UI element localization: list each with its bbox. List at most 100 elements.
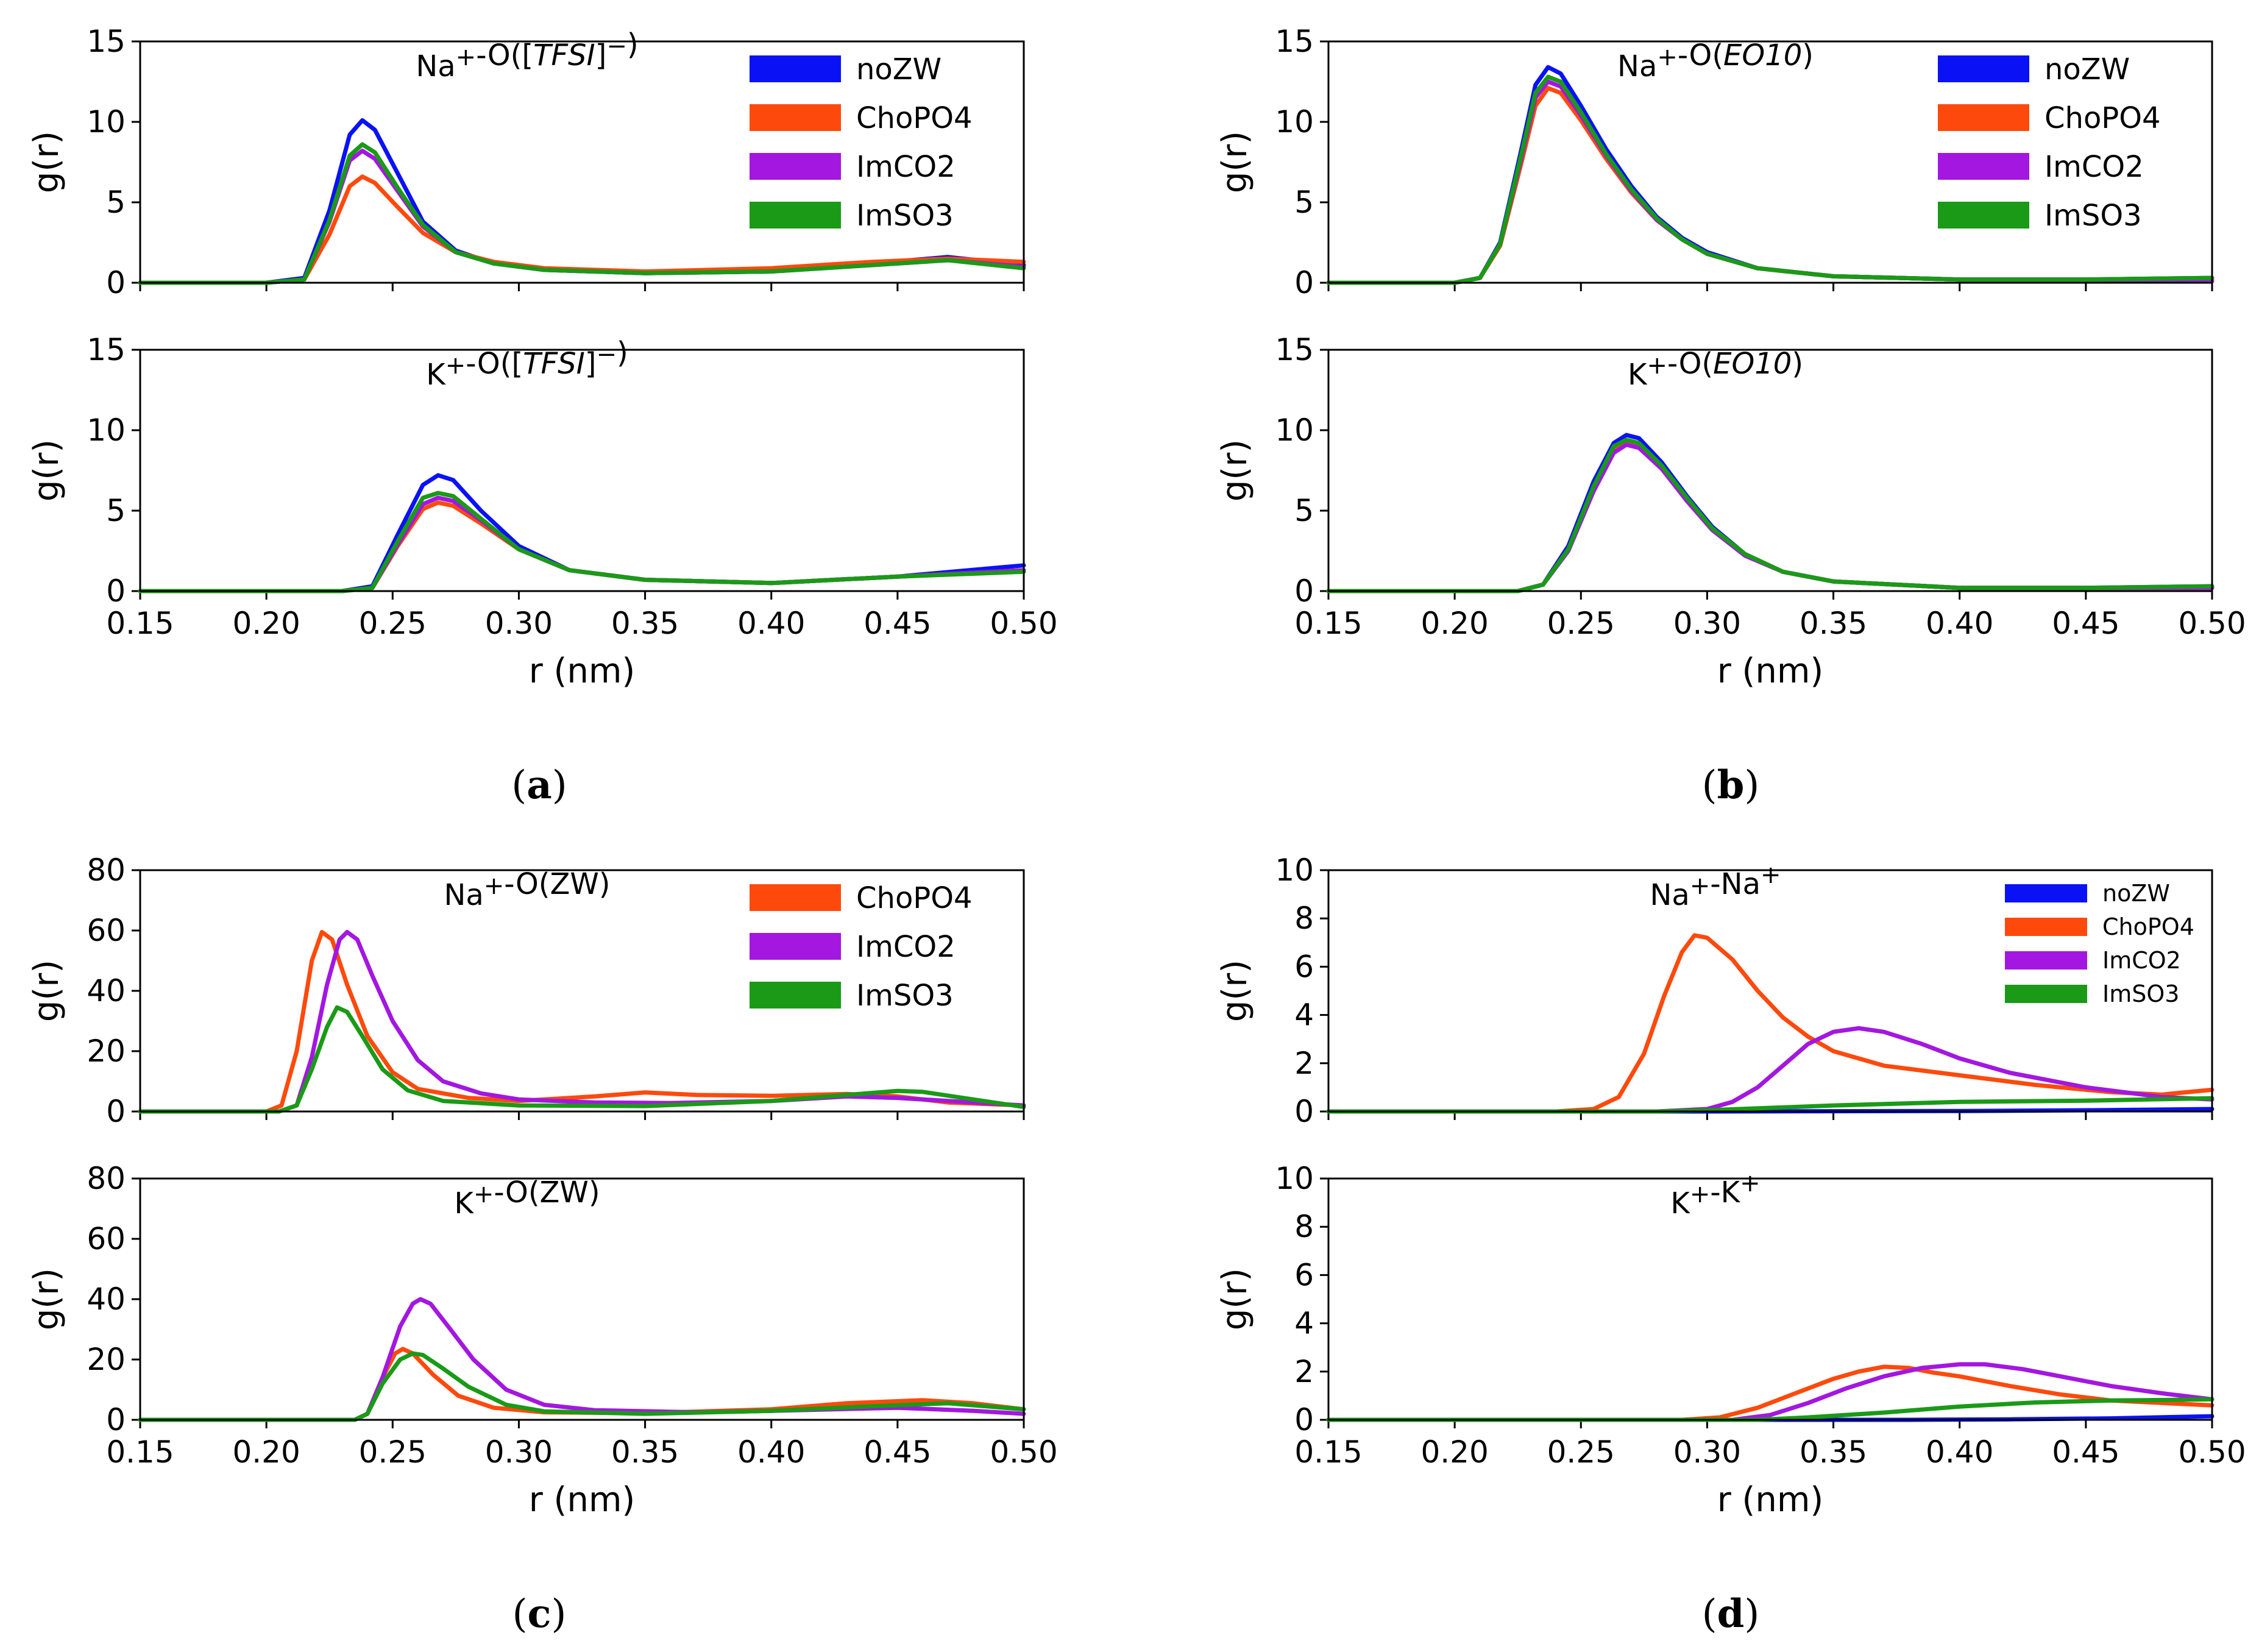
panel-title: K+-O(ZW) — [454, 1175, 600, 1221]
legend-swatch-ImSO3 — [750, 202, 841, 229]
series-line-ChoPO4 — [1326, 1364, 2215, 1422]
y-tick-label: 10 — [87, 104, 126, 140]
legend-swatch-ImCO2 — [750, 153, 841, 180]
legend-swatch-ChoPO4 — [750, 884, 841, 911]
x-tick-label: 0.15 — [1294, 1434, 1362, 1470]
legend-swatch-noZW — [1938, 55, 2029, 82]
y-tick-label: 60 — [87, 1221, 126, 1257]
x-tick-label: 0.45 — [864, 606, 931, 641]
x-tick-label: 0.15 — [106, 606, 174, 641]
plot-frame — [139, 40, 1025, 284]
y-tick-label: 5 — [106, 185, 126, 220]
x-tick-label: 0.30 — [1673, 1434, 1741, 1470]
plot-frame — [139, 349, 1025, 592]
y-tick-label: 20 — [87, 1033, 126, 1069]
panel-caption: (b) — [1702, 762, 1760, 808]
y-tick-label: 8 — [1294, 1209, 1314, 1244]
y-axis-label: g(r) — [1215, 960, 1255, 1022]
legend-label-ImSO3: ImSO3 — [856, 979, 954, 1013]
plot-frame — [139, 1177, 1025, 1421]
x-tick-label: 0.30 — [1673, 606, 1741, 641]
series-line-ImSO3 — [1326, 74, 2215, 285]
x-tick-label: 0.25 — [1547, 1434, 1615, 1470]
x-tick-label: 0.45 — [2052, 1434, 2119, 1470]
legend-swatch-ChoPO4 — [2005, 918, 2087, 936]
y-tick-label: 0 — [1294, 1094, 1314, 1129]
x-tick-label: 0.35 — [1800, 1434, 1867, 1470]
y-tick-label: 0 — [1294, 265, 1314, 300]
legend-label-ChoPO4: ChoPO4 — [856, 881, 973, 915]
y-tick-label: 40 — [87, 973, 126, 1009]
y-tick-label: 20 — [87, 1342, 126, 1377]
y-tick-label: 0 — [1294, 573, 1314, 609]
legend-swatch-ChoPO4 — [750, 104, 841, 131]
series-line-ImSO3 — [138, 1351, 1026, 1422]
y-tick-label: 2 — [1294, 1046, 1314, 1081]
y-tick-label: 10 — [1275, 1161, 1314, 1196]
panel-title: Na+-O([TFSI]−) — [416, 27, 638, 83]
chart-panel-8: 0 2 4 6 8 10 0.15 0.20 0.25 0.30 0.35 0.40 0.45 0.50 g… — [1215, 1161, 2246, 1520]
plot-frame — [139, 869, 1025, 1113]
x-tick-label: 0.45 — [2052, 606, 2119, 641]
x-tick-label: 0.15 — [1294, 606, 1362, 641]
y-tick-label: 0 — [106, 1094, 126, 1129]
series-line-ImCO2 — [1326, 442, 2215, 594]
x-tick-label: 0.40 — [737, 1434, 805, 1470]
y-tick-label: 80 — [87, 853, 126, 888]
y-tick-label: 10 — [1275, 413, 1314, 448]
y-tick-label: 4 — [1294, 1306, 1314, 1341]
y-tick-label: 0 — [106, 265, 126, 300]
y-axis-label: g(r) — [27, 960, 66, 1022]
series-line-ImCO2 — [1326, 1026, 2215, 1114]
plot-frame — [1327, 1177, 2213, 1421]
x-tick-label: 0.35 — [611, 606, 679, 641]
x-tick-label: 0.50 — [990, 1434, 1057, 1470]
panel-title: Na+-O(ZW) — [444, 867, 610, 912]
x-tick-label: 0.20 — [1420, 606, 1488, 641]
legend-label-ChoPO4: ChoPO4 — [2102, 913, 2194, 940]
series-line-ImSO3 — [138, 1005, 1026, 1114]
y-axis-label: g(r) — [1215, 131, 1255, 193]
y-tick-label: 8 — [1294, 901, 1314, 936]
y-tick-label: 2 — [1294, 1354, 1314, 1389]
y-axis-label: g(r) — [27, 131, 66, 193]
y-tick-label: 15 — [1275, 24, 1314, 59]
legend-swatch-ImSO3 — [2005, 985, 2087, 1003]
x-tick-label: 0.35 — [1800, 606, 1867, 641]
y-tick-label: 10 — [1275, 853, 1314, 888]
y-tick-label: 15 — [1275, 332, 1314, 367]
panel-title: K+-O([TFSI]−) — [426, 336, 628, 392]
x-axis-label: r (nm) — [1717, 1480, 1824, 1520]
panel-caption: (d) — [1702, 1591, 1760, 1637]
chart-panel-1: 0 5 10 15 g(r) Na+-O([TFSI]−) noZW ChoPO4 ImCO2 I… — [27, 24, 1026, 300]
panel-caption: (a) — [511, 762, 567, 808]
legend-swatch-ImSO3 — [1938, 202, 2029, 229]
y-tick-label: 80 — [87, 1161, 126, 1196]
y-tick-label: 6 — [1294, 949, 1314, 984]
chart-panel-5: 0 20 40 60 80 g(r) Na+-O(ZW) ChoPO4 ImCO2 ImSO3 — [27, 853, 1026, 1129]
legend-label-ChoPO4: ChoPO4 — [856, 101, 973, 135]
series-line-ChoPO4 — [1326, 933, 2215, 1114]
plot-frame — [1327, 40, 2213, 284]
legend-swatch-ImSO3 — [750, 982, 841, 1009]
legend-label-ImCO2: ImCO2 — [2044, 150, 2144, 184]
y-tick-label: 15 — [87, 24, 126, 59]
series-line-ImSO3 — [1326, 438, 2215, 594]
x-tick-label: 0.50 — [2178, 1434, 2246, 1470]
chart-panel-2: 0 5 10 15 0.15 0.20 0.25 0.30 0.35 0.40 0.45 0.50 g(… — [27, 332, 1058, 691]
plot-frame — [1327, 349, 2213, 592]
legend-label-ImSO3: ImSO3 — [2102, 980, 2179, 1007]
legend-swatch-noZW — [750, 55, 841, 82]
y-axis-label: g(r) — [27, 1268, 66, 1330]
y-tick-label: 6 — [1294, 1257, 1314, 1292]
series-line-ImSO3 — [138, 142, 1026, 285]
chart-panel-7: 0 2 4 6 8 10 g(r) Na+-Na+ noZW ChoPO4 ImCO2 ImSO3 — [1215, 853, 2215, 1129]
series-line-ChoPO4 — [138, 174, 1026, 285]
legend-swatch-ChoPO4 — [1938, 104, 2029, 131]
legend-label-noZW: noZW — [2044, 52, 2130, 87]
legend-swatch-noZW — [2005, 884, 2087, 902]
x-tick-label: 0.45 — [864, 1434, 931, 1470]
x-axis-label: r (nm) — [1717, 651, 1824, 691]
y-tick-label: 0 — [106, 1402, 126, 1438]
y-tick-label: 0 — [1294, 1402, 1314, 1438]
